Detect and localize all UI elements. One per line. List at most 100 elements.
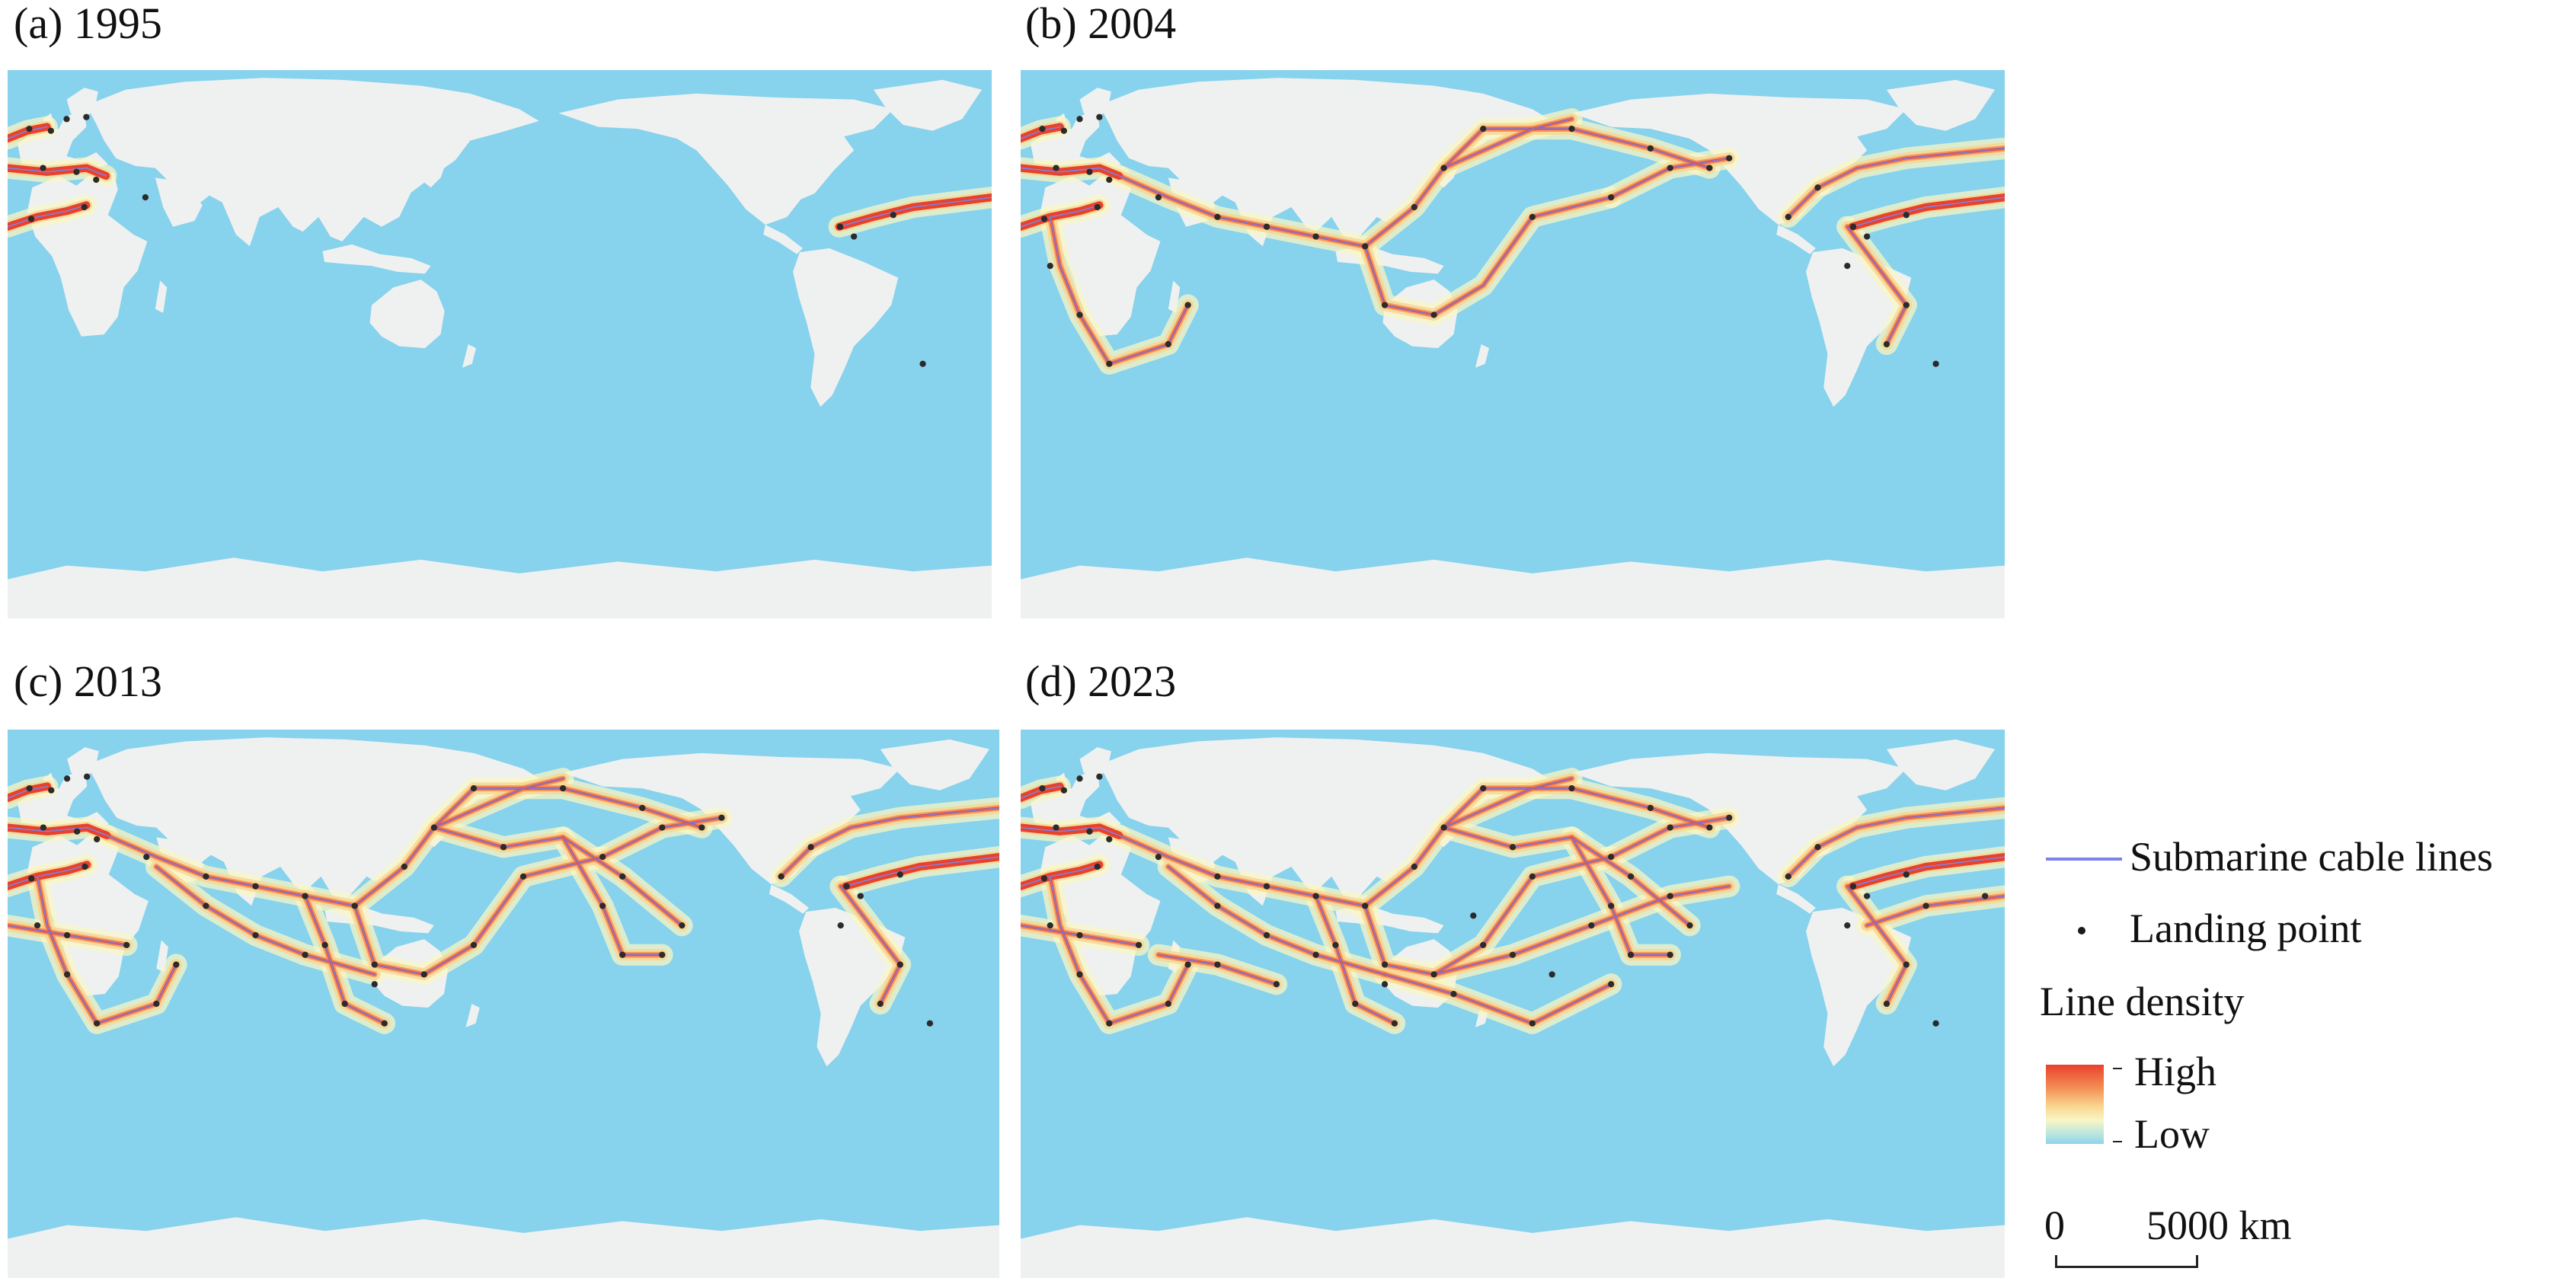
map-panel-a [8, 70, 992, 618]
landing-point-32 [718, 814, 725, 821]
landing-point-2 [1076, 116, 1083, 123]
landing-point-7 [142, 194, 149, 201]
landing-point-24 [430, 824, 438, 831]
landing-point-29 [1529, 213, 1536, 220]
submarine-cable-line-7 [1364, 856, 1612, 976]
landing-point-5 [1086, 168, 1093, 175]
land-nz [462, 344, 476, 368]
landing-point-27 [1647, 145, 1654, 152]
scale-end-label: 5000 km [2146, 1203, 2292, 1248]
landing-point-40 [1263, 931, 1270, 939]
landing-point-59 [1450, 991, 1457, 998]
landing-point-51 [1391, 1020, 1398, 1027]
land-antarctica [1021, 1217, 2005, 1278]
landing-point-5 [73, 828, 81, 835]
landing-point-44 [1627, 873, 1635, 880]
landing-point-9 [1094, 203, 1101, 211]
landing-point-35 [1903, 961, 1910, 968]
landing-point-22 [351, 902, 358, 909]
landing-point-4 [40, 165, 46, 171]
landing-point-7 [143, 854, 150, 861]
landing-point-12 [890, 212, 896, 219]
landing-point-21 [302, 893, 308, 899]
landing-point-8 [1040, 216, 1048, 222]
landing-point-47 [619, 951, 626, 958]
map-panel-b-svg [1021, 70, 2005, 618]
map-panel-c-svg [8, 730, 999, 1278]
landing-point-17 [153, 1000, 160, 1008]
submarine-cable-line-6 [433, 778, 564, 829]
landing-point-22 [1362, 902, 1369, 909]
landing-point-10 [843, 883, 850, 890]
landing-point-27 [639, 804, 646, 811]
landing-point-41 [302, 951, 308, 958]
land-australia [369, 280, 445, 349]
landing-point-1 [47, 127, 54, 134]
submarine-cable-line-3 [8, 167, 107, 177]
map-panel-a-svg [8, 70, 992, 618]
landing-point-30 [599, 854, 606, 861]
landing-point-12 [1903, 212, 1910, 219]
landing-point-11 [850, 233, 858, 240]
landing-point-14 [34, 922, 41, 929]
line-density-legend-title: Line density [2040, 979, 2245, 1024]
landing-point-4 [40, 824, 47, 831]
landing-point-21 [1312, 233, 1319, 240]
land-nz [465, 1004, 480, 1027]
scale-start-label: 0 [2044, 1203, 2065, 1248]
landing-point-36 [1785, 873, 1791, 880]
map-panel-c [8, 730, 999, 1278]
landing-point-20 [1263, 883, 1270, 890]
landing-point-3 [83, 113, 90, 120]
landing-point-38 [1381, 302, 1389, 308]
landing-point-19 [203, 873, 209, 880]
submarine-cable-line-1 [8, 864, 88, 887]
land-europe [18, 768, 109, 832]
landing-point-28 [698, 824, 705, 831]
landing-point-62 [1214, 961, 1221, 968]
landing-point-23 [1411, 203, 1417, 211]
landing-point-54 [1214, 902, 1221, 909]
landing-point-9 [1094, 863, 1101, 871]
landing-point-49 [1332, 941, 1339, 948]
landing-point-49 [321, 941, 328, 948]
submarine-cable-line-13 [562, 836, 663, 956]
landing-point-0 [1039, 126, 1046, 133]
landing-point-39 [1430, 311, 1437, 318]
landing-point-32 [1726, 155, 1733, 161]
submarine-cable-line-1 [1021, 204, 1101, 228]
landing-point-34 [1883, 1000, 1890, 1008]
landing-point-51 [381, 1020, 388, 1027]
land-central-america [1776, 884, 1816, 914]
land-south-america [793, 248, 899, 407]
landing-point-52 [123, 941, 130, 948]
landing-point-31 [659, 824, 666, 831]
cable-line-legend-label: Submarine cable lines [2130, 834, 2493, 880]
density-color-ramp [2046, 1065, 2104, 1144]
landing-point-30 [1608, 194, 1615, 201]
landing-point-27 [1647, 804, 1654, 811]
panel-title-d: (d) 2023 [1025, 656, 1177, 706]
scale-bar [2055, 1255, 2198, 1268]
landing-point-23 [401, 863, 407, 871]
landing-point-40 [252, 931, 259, 939]
landing-point-24 [1440, 824, 1447, 831]
landing-point-28 [1706, 824, 1713, 831]
landing-point-6 [94, 835, 101, 843]
submarine-cable-line-6 [1443, 778, 1573, 829]
landing-point-67 [1548, 971, 1555, 978]
landing-point-18 [1184, 302, 1191, 308]
land-europe [1030, 768, 1121, 832]
landing-point-7 [1155, 194, 1162, 201]
landing-point-52 [1135, 941, 1143, 948]
landing-point-33 [1844, 263, 1851, 270]
landing-point-45 [679, 922, 686, 929]
landing-point-48 [659, 951, 666, 958]
landing-point-10 [836, 223, 844, 230]
land-arabia [155, 177, 203, 227]
landing-point-26 [1568, 785, 1575, 792]
landing-point-4 [1053, 165, 1059, 171]
landing-point-47 [1627, 951, 1635, 958]
landing-point-53 [1076, 931, 1083, 939]
landing-point-56 [1509, 951, 1517, 958]
